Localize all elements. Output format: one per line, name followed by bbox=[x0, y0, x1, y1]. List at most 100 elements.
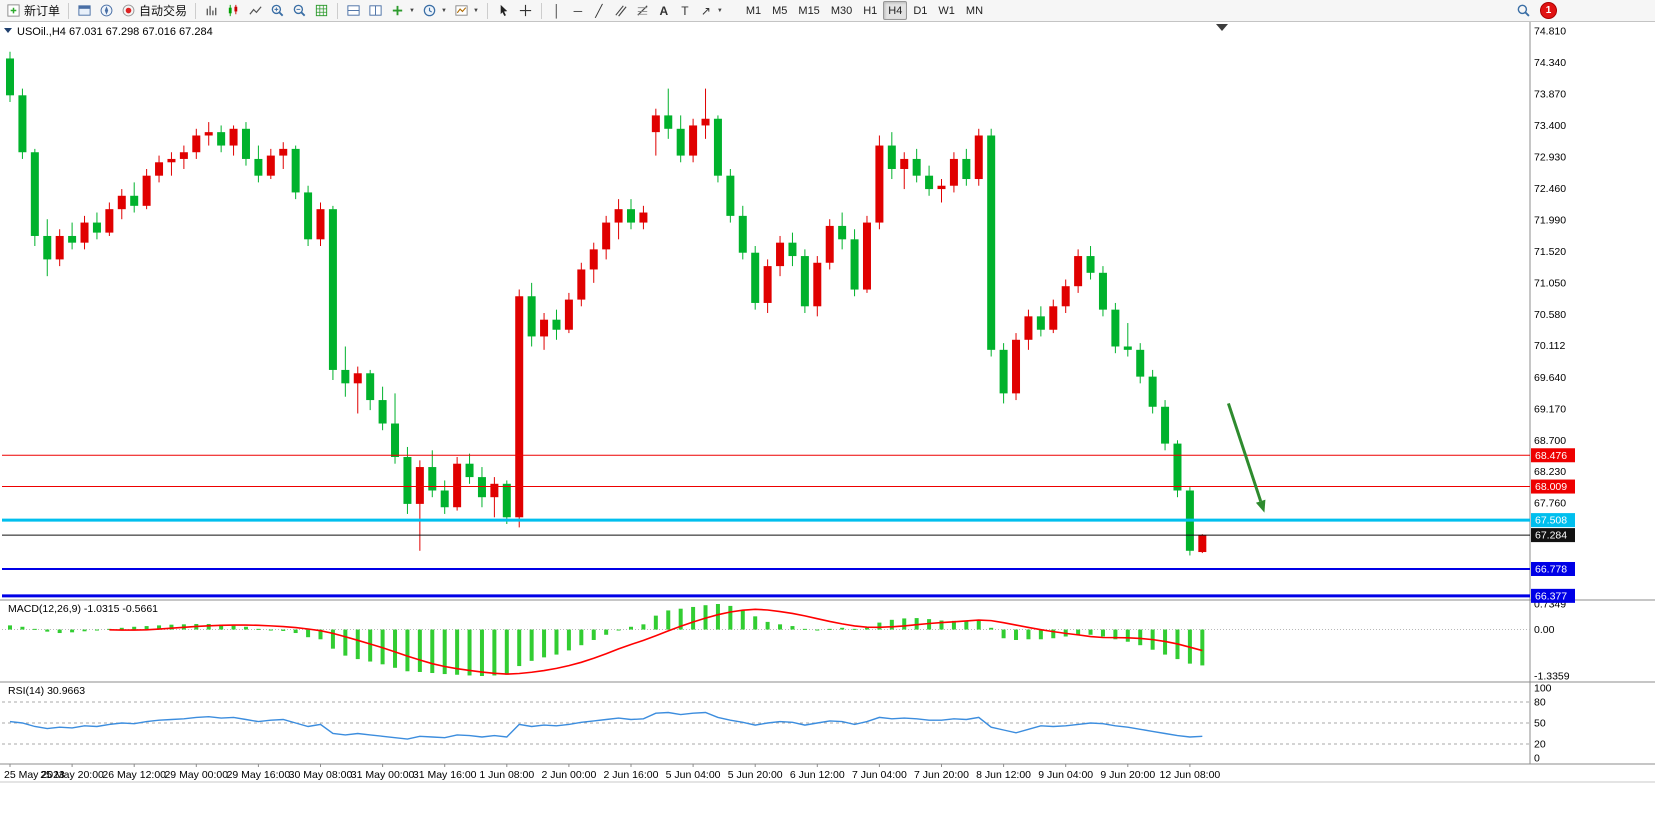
fibonacci-tool[interactable] bbox=[632, 1, 653, 20]
zoom-in-icon bbox=[271, 4, 284, 17]
grid-button[interactable] bbox=[311, 1, 332, 20]
candle bbox=[204, 122, 213, 146]
new-chart-dropdown[interactable]: ▼ bbox=[387, 1, 418, 20]
svg-text:1 Jun 08:00: 1 Jun 08:00 bbox=[479, 769, 534, 781]
timeframe-button-d1[interactable]: D1 bbox=[913, 4, 928, 17]
candle bbox=[701, 88, 710, 139]
fibonacci-icon bbox=[637, 5, 648, 16]
candlestick-chart-button[interactable] bbox=[223, 1, 244, 20]
main-toolbar: 新订单 自动交易 bbox=[0, 0, 1655, 22]
candle bbox=[1198, 534, 1207, 554]
text-label-tool[interactable]: T bbox=[675, 1, 695, 20]
price-tag: 67.284 bbox=[1531, 528, 1575, 543]
svg-text:31 May 16:00: 31 May 16:00 bbox=[413, 769, 477, 781]
panel-frame bbox=[0, 22, 1655, 783]
trendline-tool[interactable]: ╱ bbox=[589, 1, 609, 20]
trend-arrow[interactable] bbox=[1226, 402, 1266, 513]
candle bbox=[80, 215, 89, 250]
notification-badge[interactable]: 1 bbox=[1540, 2, 1557, 19]
candle bbox=[477, 467, 486, 508]
timeframe-button-m15[interactable]: M15 bbox=[798, 4, 820, 17]
line-chart-button[interactable] bbox=[245, 1, 266, 20]
data-window-icon bbox=[78, 5, 91, 16]
new-order-icon bbox=[7, 4, 20, 17]
arrows-dropdown[interactable]: ↗ ▼ bbox=[696, 1, 726, 20]
text-tool[interactable]: A bbox=[654, 1, 674, 20]
timeframe-button-h4[interactable]: H4 bbox=[883, 1, 908, 20]
candle bbox=[552, 309, 561, 340]
data-window-button[interactable] bbox=[74, 1, 95, 20]
tile-vertically-button[interactable] bbox=[365, 1, 386, 20]
candle bbox=[155, 155, 164, 183]
candle bbox=[627, 199, 635, 230]
timeframe-button-m1[interactable]: M1 bbox=[745, 4, 762, 17]
timeframe-button-mn[interactable]: MN bbox=[965, 4, 984, 17]
horizontal-line-tool[interactable]: ─ bbox=[568, 1, 588, 20]
candle bbox=[813, 256, 822, 317]
svg-text:74.340: 74.340 bbox=[1534, 57, 1566, 69]
svg-text:7 Jun 04:00: 7 Jun 04:00 bbox=[852, 769, 907, 781]
candle bbox=[1111, 302, 1120, 354]
candle bbox=[167, 152, 176, 176]
candle bbox=[751, 246, 760, 310]
rsi-line bbox=[9, 711, 1203, 740]
price-tag: 67.508 bbox=[1531, 513, 1575, 528]
toolbar-separator bbox=[337, 2, 339, 19]
line-chart-icon bbox=[249, 6, 262, 15]
toolbar-separator bbox=[540, 2, 542, 19]
candle bbox=[1148, 369, 1157, 414]
candle bbox=[378, 386, 387, 431]
candle bbox=[838, 212, 847, 250]
candle bbox=[689, 118, 698, 163]
candle bbox=[68, 222, 77, 250]
vertical-line-tool[interactable]: │ bbox=[547, 1, 567, 20]
new-chart-icon bbox=[392, 5, 403, 16]
period-clock-icon bbox=[423, 4, 436, 17]
candle bbox=[912, 148, 921, 183]
period-dropdown[interactable]: ▼ bbox=[419, 1, 450, 20]
svg-text:68.009: 68.009 bbox=[1535, 481, 1567, 493]
candle bbox=[527, 282, 536, 347]
zoom-out-button[interactable] bbox=[289, 1, 310, 20]
toolbar-separator bbox=[68, 2, 70, 19]
timeframe-button-h1[interactable]: H1 bbox=[863, 4, 878, 17]
price-scale[interactable]: 74.810 74.340 73.870 73.400 72.930 72.460 71.9… bbox=[1534, 26, 1570, 765]
timeframe-button-w1[interactable]: W1 bbox=[938, 4, 955, 17]
cursor-button[interactable] bbox=[493, 1, 514, 20]
autotrading-label: 自动交易 bbox=[139, 4, 188, 18]
svg-text:69.640: 69.640 bbox=[1534, 372, 1566, 384]
search-button[interactable] bbox=[1513, 1, 1534, 20]
svg-text:68.700: 68.700 bbox=[1534, 435, 1566, 447]
price-tag: 68.476 bbox=[1531, 448, 1575, 463]
vertical-line-icon: │ bbox=[553, 3, 561, 18]
autotrading-button[interactable]: 自动交易 bbox=[118, 1, 190, 20]
candle bbox=[1161, 400, 1170, 451]
toolbar-separator bbox=[195, 2, 197, 19]
crosshair-button[interactable] bbox=[515, 1, 536, 20]
price-tag: 66.377 bbox=[1531, 588, 1575, 603]
tile-horizontally-button[interactable] bbox=[343, 1, 364, 20]
text-icon: A bbox=[659, 3, 669, 18]
template-dropdown[interactable]: ▼ bbox=[451, 1, 482, 20]
timeframe-button-m30[interactable]: M30 bbox=[830, 4, 853, 17]
timeframe-button-m5[interactable]: M5 bbox=[772, 4, 788, 17]
svg-text:73.400: 73.400 bbox=[1534, 120, 1566, 132]
candle bbox=[316, 202, 325, 247]
new-order-button[interactable]: 新订单 bbox=[3, 1, 63, 20]
chart-shift-marker[interactable] bbox=[1216, 24, 1228, 31]
one-click-trading-toggle-icon[interactable] bbox=[4, 28, 12, 33]
candle bbox=[1173, 440, 1182, 498]
zoom-in-button[interactable] bbox=[267, 1, 288, 20]
channel-tool[interactable] bbox=[610, 1, 631, 20]
bar-chart-button[interactable] bbox=[201, 1, 222, 20]
svg-text:5 Jun 20:00: 5 Jun 20:00 bbox=[728, 769, 783, 781]
navigator-button[interactable] bbox=[96, 1, 117, 20]
chart-area[interactable]: 74.810 74.340 73.870 73.400 72.930 72.460 71.9… bbox=[0, 22, 1655, 784]
rsi-label: RSI(14) 30.9663 bbox=[8, 685, 85, 697]
toolbar-right-group: 1 bbox=[1513, 1, 1557, 20]
horizontal-line-icon: ─ bbox=[573, 3, 583, 18]
price-tag: 68.009 bbox=[1531, 479, 1575, 494]
candle bbox=[1074, 249, 1083, 293]
tile-vertically-icon bbox=[369, 5, 382, 16]
